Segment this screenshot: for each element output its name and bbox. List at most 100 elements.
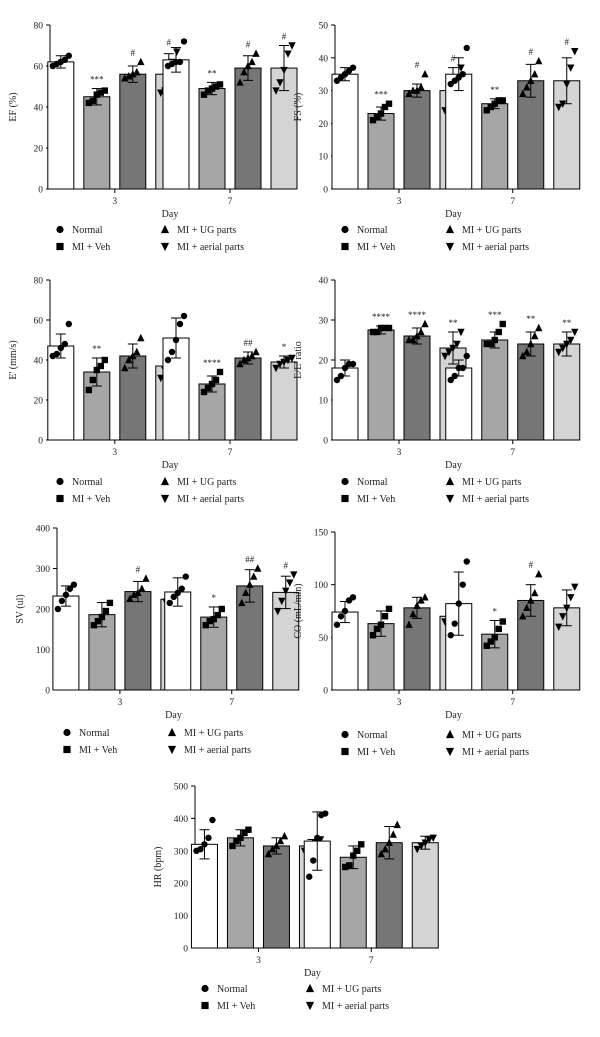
significance-label: ***	[488, 310, 502, 320]
legend-label-veh: MI + Veh	[357, 242, 395, 253]
data-point-up	[252, 49, 260, 57]
data-point-circle	[57, 344, 64, 352]
data-point-square	[369, 328, 377, 336]
y-tick-label: 20	[34, 397, 44, 407]
data-point-circle	[58, 597, 66, 605]
data-point-down	[429, 834, 437, 843]
data-point-circle	[176, 58, 184, 66]
data-point-down	[272, 364, 280, 373]
bar-fs-day7-ug	[517, 80, 545, 190]
x-tick-label: 3	[397, 197, 402, 207]
legend-label-normal: Normal	[72, 225, 103, 236]
significance-label: #	[529, 47, 534, 57]
data-point-up	[240, 67, 248, 76]
y-tick-label: 0	[323, 437, 328, 447]
bar-ef-day3-ug	[119, 73, 147, 190]
data-point-square	[94, 617, 102, 625]
data-point-square	[204, 384, 212, 392]
bar-ee-day3-veh	[367, 329, 395, 441]
data-point-square	[98, 613, 106, 621]
bar-hr-day7-ug	[375, 842, 403, 949]
y-tick-label: 300	[174, 847, 189, 857]
data-point-circle	[180, 312, 188, 320]
data-point-up	[138, 584, 146, 592]
legend-label-veh: MI + Veh	[357, 747, 395, 758]
data-point-up	[535, 323, 543, 332]
data-point-up	[421, 593, 429, 601]
legend-label-normal: Normal	[357, 477, 388, 488]
y-tick-label: 300	[36, 565, 51, 575]
data-point-down	[284, 50, 292, 58]
legend: Normal MI + UG parts MI + Veh MI + aerial p…	[56, 476, 244, 505]
data-point-square	[495, 97, 502, 104]
data-point-up	[531, 70, 539, 78]
data-point-circle	[349, 594, 357, 601]
bar-hr-day3-ug	[262, 845, 290, 949]
y-tick-label: 20	[319, 357, 329, 367]
chart-panel-hr: 0 100 200 300 400 500 HR (bpm) 3 7 Day Normal MI + …	[153, 783, 439, 1012]
x-tick-label: 7	[369, 956, 374, 966]
y-tick-label: 0	[38, 186, 43, 196]
bar-ee-day7-ug	[517, 343, 545, 441]
data-point-up	[389, 830, 397, 838]
data-point-up	[393, 820, 401, 829]
y-tick-label: 500	[174, 783, 189, 793]
data-point-circle	[333, 376, 341, 384]
data-point-up	[129, 351, 137, 360]
data-point-square	[358, 841, 365, 848]
data-point-circle	[168, 348, 176, 356]
data-point-square	[354, 847, 361, 854]
significance-label: #	[284, 561, 289, 571]
data-point-circle	[170, 593, 177, 601]
x-tick-label: 3	[112, 197, 117, 207]
data-point-square	[373, 328, 381, 336]
data-point-down	[555, 103, 563, 112]
significance-label: ****	[372, 312, 391, 322]
x-axis-label: Day	[445, 460, 462, 471]
data-point-square	[377, 324, 385, 332]
data-point-up	[413, 86, 421, 94]
data-point-square	[369, 116, 377, 124]
bar-fs-day7-veh	[481, 103, 509, 190]
data-point-circle	[314, 834, 321, 842]
data-point-up	[409, 335, 417, 344]
y-tick-label: 40	[319, 54, 329, 64]
legend-marker-veh	[341, 242, 349, 251]
data-point-square	[487, 103, 494, 111]
bar-fs-day3-normal	[331, 73, 359, 190]
legend-marker-veh	[56, 242, 64, 251]
data-point-down	[567, 594, 575, 602]
data-point-up	[242, 588, 250, 596]
bar-hr-day3-veh	[226, 837, 254, 949]
bar-sv-day7-veh	[200, 616, 228, 691]
data-point-up	[142, 574, 150, 582]
data-point-up	[130, 590, 138, 599]
data-point-down	[567, 64, 575, 72]
legend-label-normal: Normal	[357, 225, 388, 236]
bar-fs-day3-ug	[403, 90, 431, 190]
legend-label-ug: MI + UG parts	[462, 477, 521, 488]
data-point-down	[272, 87, 280, 95]
data-point-up	[421, 319, 429, 328]
data-point-square	[97, 89, 104, 96]
data-point-circle	[463, 558, 470, 565]
data-point-square	[200, 388, 208, 396]
data-point-down	[453, 340, 461, 349]
data-point-square	[491, 100, 498, 107]
legend-marker-veh	[56, 494, 64, 503]
chart-panel-ef: 0 20 40 60 80 EF (%) 3 *** # #7 ** # # Day Normal MI + …	[8, 22, 298, 253]
legend-marker-aerial	[167, 745, 177, 755]
data-point-circle	[349, 360, 357, 368]
data-point-up	[523, 83, 531, 91]
data-point-up	[405, 89, 413, 98]
data-point-up	[272, 841, 281, 850]
significance-label: *	[493, 606, 498, 616]
bar-co-day3-ug	[403, 607, 431, 691]
data-point-square	[208, 85, 216, 92]
legend: Normal MI + UG parts MI + Veh MI + aerial p…	[341, 476, 529, 505]
data-point-up	[417, 596, 425, 604]
data-point-square	[241, 829, 248, 837]
data-point-circle	[451, 620, 458, 627]
bar-sv-day3-ug	[124, 591, 152, 691]
